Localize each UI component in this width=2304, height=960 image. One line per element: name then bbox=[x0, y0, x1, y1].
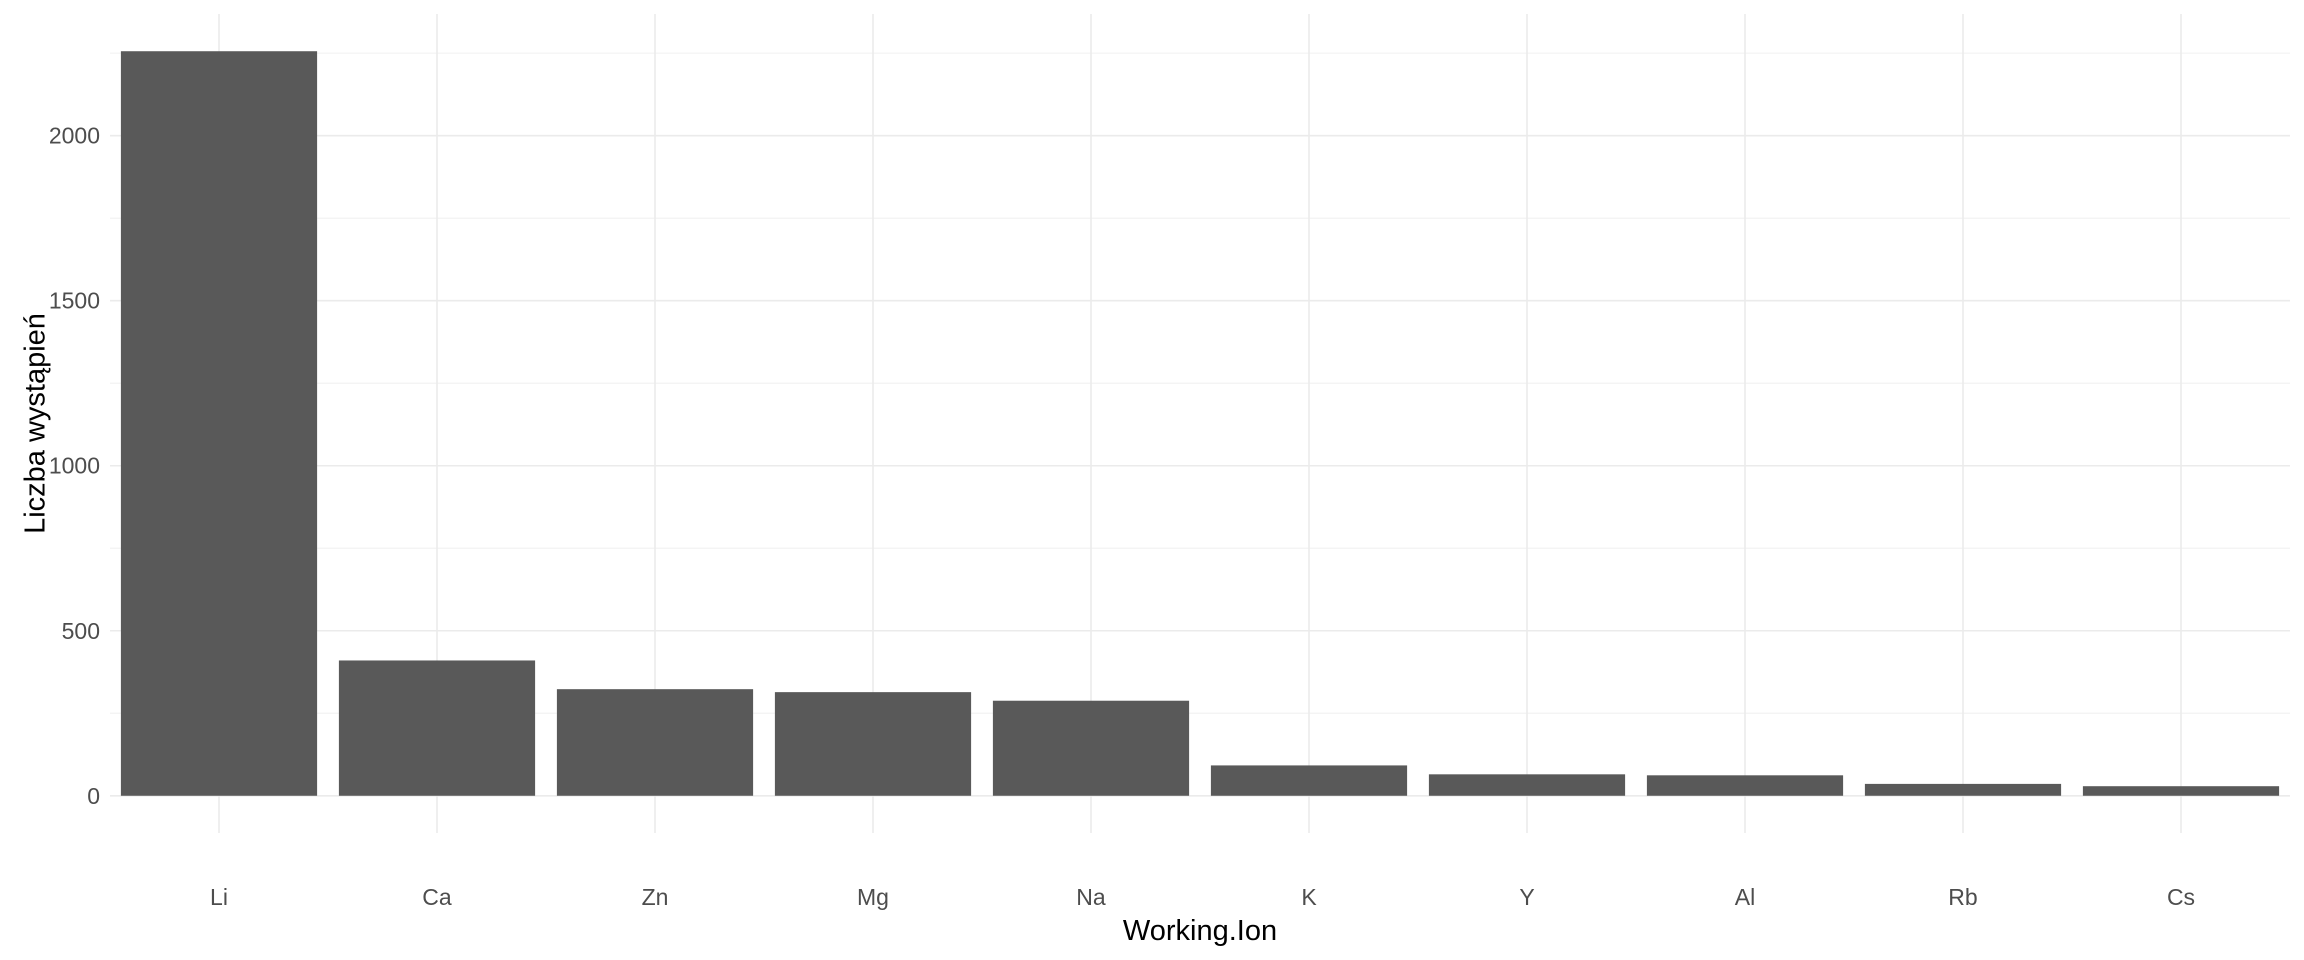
x-tick-label: Mg bbox=[857, 884, 889, 910]
bars bbox=[120, 51, 2280, 796]
bar-al bbox=[1646, 775, 1844, 796]
bar-cs bbox=[2082, 786, 2280, 796]
bar-rb bbox=[1864, 783, 2062, 796]
x-tick-label: K bbox=[1301, 884, 1317, 910]
x-tick-label: Y bbox=[1519, 884, 1534, 910]
y-tick-label: 2000 bbox=[49, 123, 100, 149]
x-tick-label: Cs bbox=[2167, 884, 2195, 910]
x-tick-label: Na bbox=[1076, 884, 1106, 910]
y-tick-label: 1000 bbox=[49, 453, 100, 479]
bar-na bbox=[992, 700, 1190, 796]
x-tick-label: Ca bbox=[422, 884, 452, 910]
bar-k bbox=[1210, 765, 1408, 796]
bar-zn bbox=[556, 689, 754, 796]
x-tick-label: Zn bbox=[642, 884, 669, 910]
y-tick-label: 500 bbox=[62, 618, 100, 644]
y-axis-title: Liczba wystąpień bbox=[20, 313, 52, 534]
bar-y bbox=[1428, 774, 1626, 796]
x-tick-label: Li bbox=[210, 884, 228, 910]
bar-ca bbox=[338, 660, 536, 796]
y-tick-label: 0 bbox=[87, 783, 100, 809]
x-axis-ticks: Li Ca Zn Mg Na K Y Al Rb Cs bbox=[210, 884, 2195, 910]
y-axis-ticks: 0 500 1000 1500 2000 bbox=[49, 123, 100, 809]
x-tick-label: Rb bbox=[1948, 884, 1977, 910]
y-tick-label: 1500 bbox=[49, 288, 100, 314]
bar-li bbox=[120, 51, 318, 796]
x-tick-label: Al bbox=[1735, 884, 1755, 910]
x-axis-title: Working.Ion bbox=[1123, 915, 1277, 947]
bar-mg bbox=[774, 692, 972, 796]
